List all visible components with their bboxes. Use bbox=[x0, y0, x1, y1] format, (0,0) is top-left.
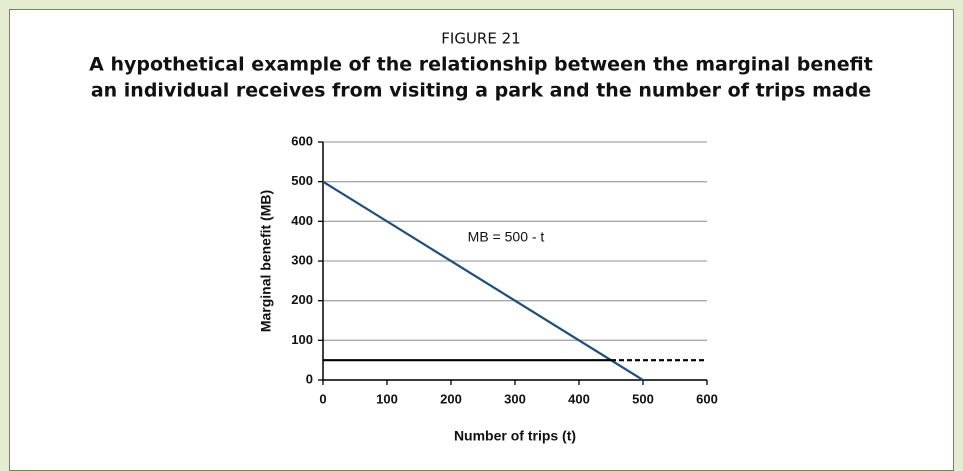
data-line bbox=[322, 180, 644, 381]
y-tick-label: 100 bbox=[291, 332, 313, 347]
figure-panel bbox=[9, 9, 954, 471]
y-axis-label: Marginal benefit (MB) bbox=[258, 190, 274, 332]
chart: FIGURE 21 A hypothetical example of the … bbox=[89, 30, 873, 444]
x-tick-label: 100 bbox=[376, 391, 398, 406]
page: FIGURE 21 A hypothetical example of the … bbox=[9, 9, 954, 471]
y-tick-label: 200 bbox=[291, 292, 313, 307]
y-tick-label: 400 bbox=[291, 213, 313, 228]
x-tick-label: 600 bbox=[696, 391, 718, 406]
chart-title: an individual receives from visiting a p… bbox=[91, 80, 871, 102]
y-tick-label: 600 bbox=[291, 133, 313, 148]
x-tick-label: 0 bbox=[319, 391, 326, 406]
y-tick-label: 0 bbox=[306, 371, 313, 386]
annotation: MB = 500 - t bbox=[468, 229, 545, 245]
y-tick-label: 500 bbox=[291, 173, 313, 188]
x-tick-label: 500 bbox=[632, 391, 654, 406]
figure-label: FIGURE 21 bbox=[441, 30, 520, 48]
x-tick-label: 400 bbox=[568, 391, 590, 406]
chart-title: A hypothetical example of the relationsh… bbox=[89, 54, 873, 76]
x-axis-label: Number of trips (t) bbox=[454, 428, 576, 444]
y-tick-label: 300 bbox=[291, 252, 313, 267]
x-tick-label: 200 bbox=[440, 391, 462, 406]
x-tick-label: 300 bbox=[504, 391, 526, 406]
